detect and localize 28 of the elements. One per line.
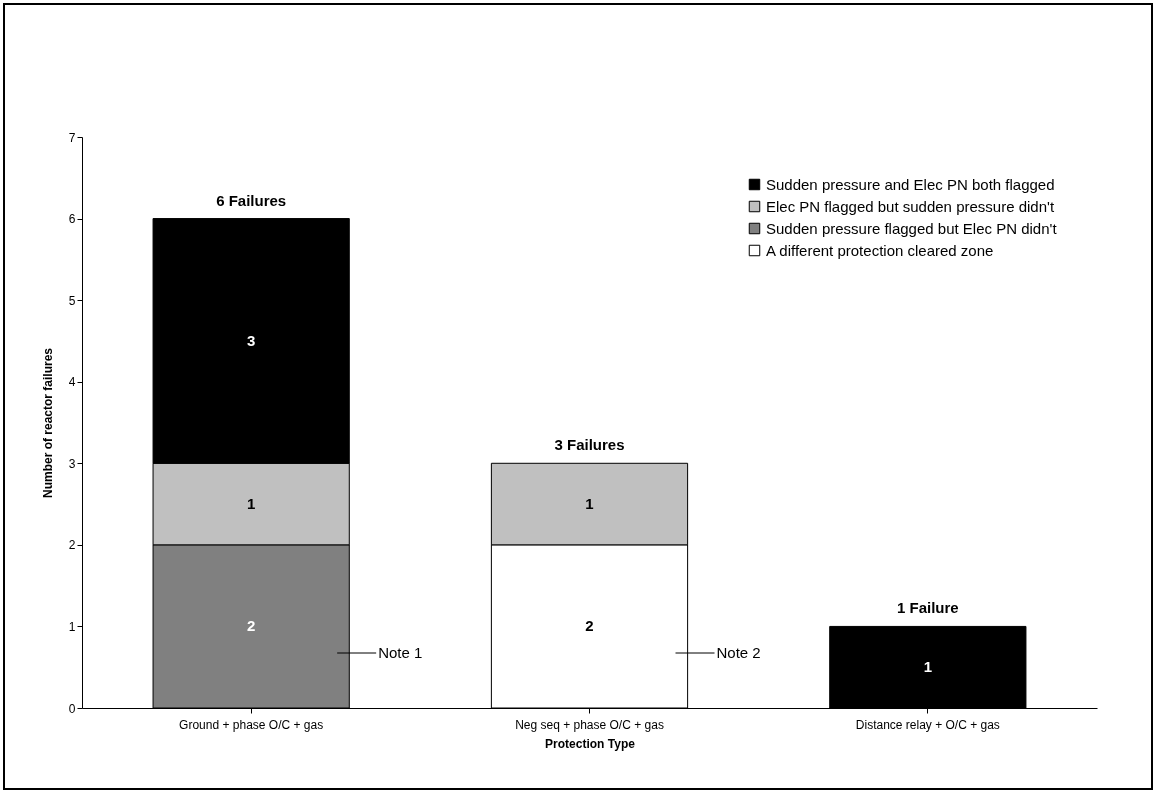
- total-label: 6 Failures: [216, 191, 287, 209]
- y-tick-label: 7: [68, 130, 76, 145]
- annotation: Note 1: [378, 644, 423, 661]
- data-label: 3: [246, 331, 256, 349]
- data-label: 1: [246, 495, 256, 513]
- y-tick-label: 6: [68, 212, 76, 227]
- data-label: 1: [585, 495, 594, 513]
- y-axis-title: Number of reactor failures: [40, 347, 55, 499]
- y-tick-label: 4: [68, 375, 76, 390]
- y-tick-label: 5: [68, 293, 76, 308]
- legend-label: Elec PN flagged but sudden pressure didn't: [766, 197, 1055, 215]
- data-label: 1: [923, 658, 933, 676]
- total-label: 1 Failure: [896, 599, 959, 617]
- y-tick-label: 2: [68, 538, 76, 553]
- y-tick-label: 3: [68, 456, 76, 471]
- y-tick-label: 0: [68, 701, 76, 716]
- y-tick-label: 1: [68, 619, 76, 634]
- total-label: 3 Failures: [554, 436, 625, 454]
- legend-label: Sudden pressure flagged but Elec PN didn't: [766, 219, 1058, 237]
- data-label: 2: [585, 617, 594, 635]
- annotation: Note 2: [716, 644, 761, 661]
- legend-label: Sudden pressure and Elec PN both flagged: [766, 175, 1055, 193]
- x-tick-label: Distance relay + O/C + gas: [855, 717, 1000, 732]
- legend-label: A different protection cleared zone: [766, 241, 994, 259]
- x-axis-title: Protection Type: [545, 736, 636, 751]
- x-tick-label: Ground + phase O/C + gas: [179, 717, 324, 732]
- data-label: 2: [246, 617, 256, 635]
- x-tick-label: Neg seq + phase O/C + gas: [515, 717, 664, 732]
